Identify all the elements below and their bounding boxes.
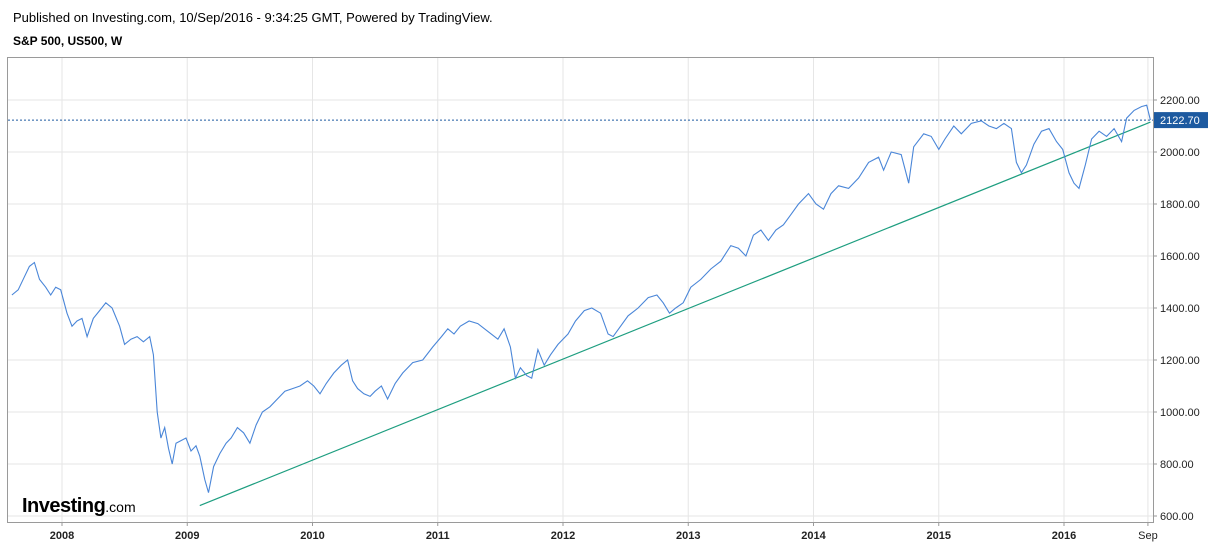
symbol-title: S&P 500, US500, W [13,34,123,48]
x-tick-label: 2015 [927,530,951,542]
y-tick-label: 1600.00 [1160,251,1200,263]
logo-suffix: .com [105,499,136,515]
x-tick-label: 2014 [801,530,826,542]
y-tick-label: 2200.00 [1160,95,1200,107]
x-tick-label: 2012 [551,530,575,542]
x-axis: 2008 2009 2010 2011 2012 2013 2014 2015 2016 Sep [50,522,1158,542]
y-tick-label: 600.00 [1160,511,1194,523]
y-tick-label: 1400.00 [1160,303,1200,315]
trend-line [199,121,1151,507]
y-tick-label: 1000.00 [1160,407,1200,419]
y-axis: 600.00 800.00 1000.00 1200.00 1400.00 1600.00… [1153,95,1200,523]
published-info: Published on Investing.com, 10/Sep/2016 … [13,10,493,25]
logo-main: Investing [22,495,106,517]
price-series-line [11,104,1151,493]
last-price-label: 2122.70 [1160,115,1200,127]
plot-frame [7,57,1154,523]
x-tick-label: 2011 [426,530,450,542]
investing-logo: Investing.com [22,495,136,518]
last-price-badge [1154,112,1208,129]
x-tick-label: 2016 [1052,530,1076,542]
x-tick-label: 2010 [300,530,324,542]
x-tick-label: 2013 [676,530,700,542]
y-tick-label: 1200.00 [1160,355,1200,367]
x-tick-label: Sep [1138,530,1158,542]
y-tick-label: 800.00 [1160,459,1194,471]
y-tick-label: 2000.00 [1160,147,1200,159]
y-tick-label: 1800.00 [1160,199,1200,211]
x-tick-label: 2008 [50,530,74,542]
grid [8,58,1153,522]
x-tick-label: 2009 [175,530,199,542]
